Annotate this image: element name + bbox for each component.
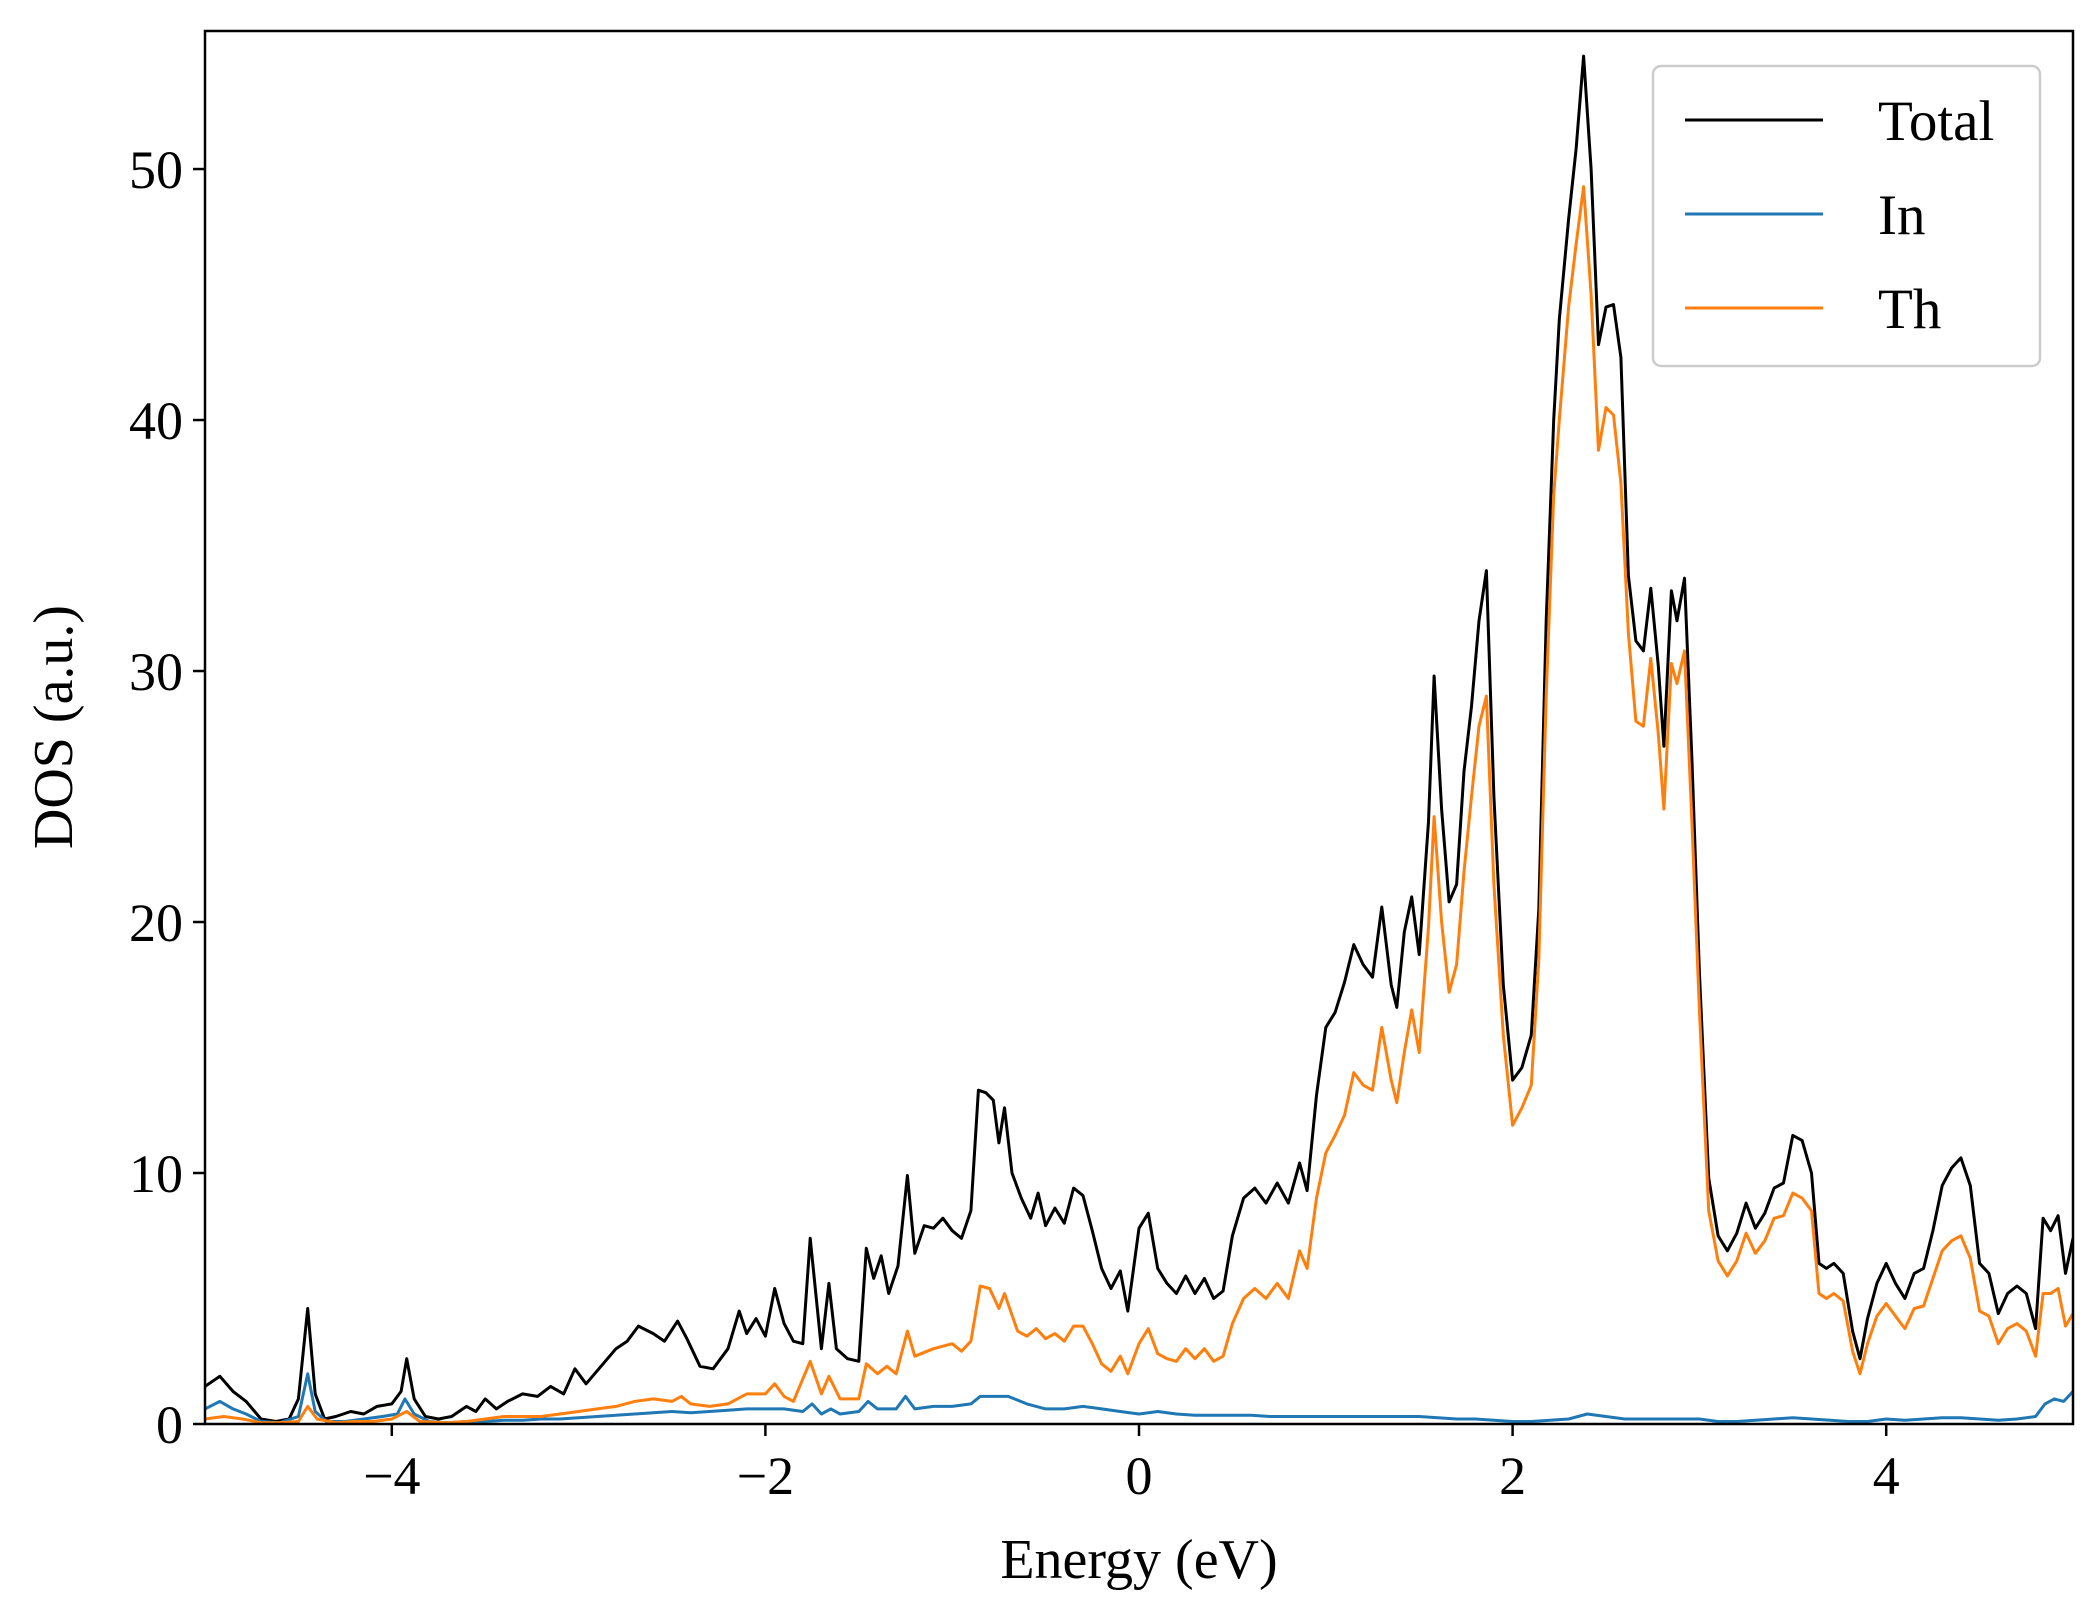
legend-label-in: In	[1878, 184, 1925, 247]
y-tick-label: 0	[156, 1395, 183, 1455]
legend-box	[1651, 64, 2042, 368]
y-tick-label: 20	[129, 893, 183, 953]
x-axis: −4 −2 0 2 4	[363, 1424, 1900, 1506]
y-tick-label: 50	[129, 140, 183, 200]
legend-label-total: Total	[1878, 90, 1994, 153]
series-line-th	[205, 185, 2073, 1424]
x-tick-label: −4	[363, 1446, 420, 1506]
y-axis-title: DOS (a.u.)	[23, 605, 85, 849]
legend: Total In Th	[1651, 64, 2042, 368]
legend-label-th: Th	[1878, 278, 1941, 341]
x-axis-title: Energy (eV)	[1000, 1529, 1277, 1591]
y-tick-label: 40	[129, 391, 183, 451]
x-tick-label: 2	[1499, 1446, 1526, 1506]
y-axis: 0 10 20 30 40 50	[129, 140, 205, 1455]
x-tick-label: 0	[1126, 1446, 1153, 1506]
series-line-total	[205, 54, 2073, 1423]
series-layer	[205, 54, 2073, 1424]
x-tick-label: 4	[1873, 1446, 1900, 1506]
y-tick-label: 10	[129, 1144, 183, 1204]
x-tick-label: −2	[737, 1446, 794, 1506]
y-tick-label: 30	[129, 642, 183, 702]
